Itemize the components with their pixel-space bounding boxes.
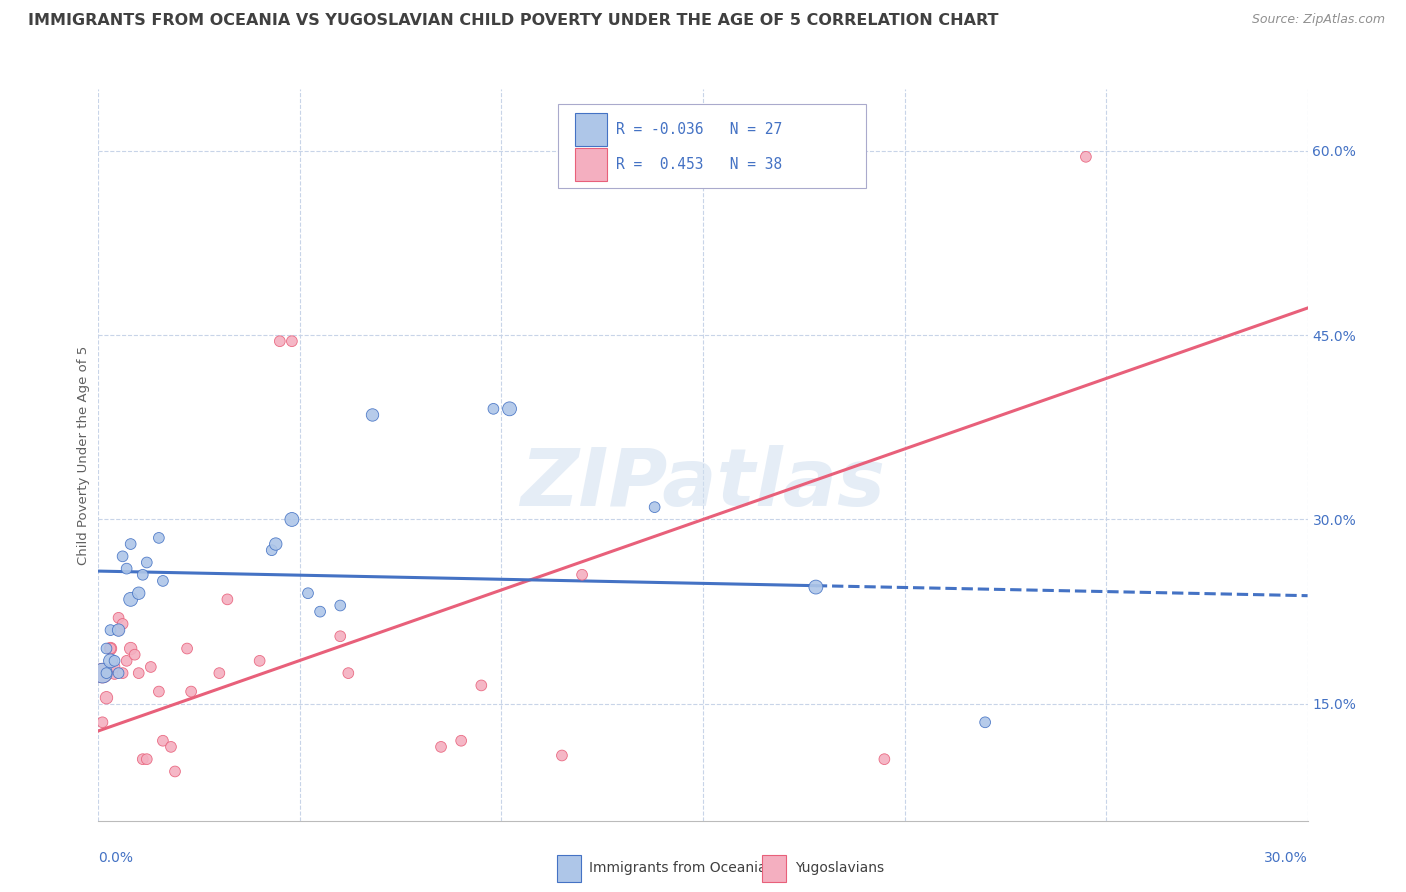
Text: ZIPatlas: ZIPatlas bbox=[520, 445, 886, 524]
FancyBboxPatch shape bbox=[575, 113, 607, 145]
Point bbox=[135, 752, 157, 766]
Point bbox=[482, 401, 505, 416]
Point bbox=[873, 752, 896, 766]
Text: 30.0%: 30.0% bbox=[1264, 851, 1308, 865]
Point bbox=[160, 739, 183, 754]
Point bbox=[91, 715, 114, 730]
Text: Yugoslavians: Yugoslavians bbox=[794, 861, 884, 875]
Point bbox=[103, 660, 125, 674]
Text: Source: ZipAtlas.com: Source: ZipAtlas.com bbox=[1251, 13, 1385, 27]
Point bbox=[91, 666, 114, 681]
Point bbox=[96, 641, 118, 656]
Point bbox=[120, 592, 142, 607]
Point bbox=[152, 733, 174, 747]
Point bbox=[430, 739, 453, 754]
Point bbox=[107, 666, 129, 681]
Text: 0.0%: 0.0% bbox=[98, 851, 134, 865]
Point bbox=[804, 580, 827, 594]
Point bbox=[470, 678, 492, 692]
Point bbox=[128, 586, 150, 600]
Point bbox=[96, 666, 118, 681]
Point bbox=[297, 586, 319, 600]
Point bbox=[107, 611, 129, 625]
Point bbox=[132, 752, 155, 766]
Point bbox=[176, 641, 198, 656]
Point bbox=[100, 641, 122, 656]
Point bbox=[100, 641, 122, 656]
FancyBboxPatch shape bbox=[575, 148, 607, 180]
Point bbox=[180, 684, 202, 698]
Point bbox=[498, 401, 520, 416]
Point bbox=[309, 605, 332, 619]
Point bbox=[115, 654, 138, 668]
Point bbox=[260, 543, 283, 558]
Point bbox=[115, 561, 138, 575]
Point bbox=[450, 733, 472, 747]
Point bbox=[249, 654, 271, 668]
Point bbox=[269, 334, 291, 349]
Point bbox=[337, 666, 360, 681]
Point bbox=[120, 641, 142, 656]
Point bbox=[91, 666, 114, 681]
Point bbox=[120, 537, 142, 551]
Point bbox=[128, 666, 150, 681]
Point bbox=[135, 556, 157, 570]
Point bbox=[111, 666, 134, 681]
Point bbox=[208, 666, 231, 681]
Point bbox=[132, 567, 155, 582]
Point bbox=[361, 408, 384, 422]
Point bbox=[217, 592, 239, 607]
Text: R =  0.453   N = 38: R = 0.453 N = 38 bbox=[616, 157, 782, 172]
Point bbox=[264, 537, 287, 551]
Text: Immigrants from Oceania: Immigrants from Oceania bbox=[589, 861, 766, 875]
Point bbox=[148, 684, 170, 698]
Point bbox=[571, 567, 593, 582]
Point bbox=[100, 654, 122, 668]
FancyBboxPatch shape bbox=[557, 855, 581, 881]
Y-axis label: Child Poverty Under the Age of 5: Child Poverty Under the Age of 5 bbox=[77, 345, 90, 565]
Point bbox=[974, 715, 997, 730]
FancyBboxPatch shape bbox=[762, 855, 786, 881]
Point bbox=[124, 648, 146, 662]
Point bbox=[107, 623, 129, 637]
Point bbox=[644, 500, 666, 515]
Point bbox=[107, 623, 129, 637]
Point bbox=[281, 334, 304, 349]
Text: R = -0.036   N = 27: R = -0.036 N = 27 bbox=[616, 122, 782, 137]
Point bbox=[100, 623, 122, 637]
Point bbox=[329, 629, 352, 643]
Point bbox=[111, 549, 134, 564]
Point bbox=[152, 574, 174, 588]
Point bbox=[163, 764, 186, 779]
Point bbox=[103, 654, 125, 668]
Point bbox=[1074, 150, 1097, 164]
Point bbox=[551, 748, 574, 763]
Text: IMMIGRANTS FROM OCEANIA VS YUGOSLAVIAN CHILD POVERTY UNDER THE AGE OF 5 CORRELAT: IMMIGRANTS FROM OCEANIA VS YUGOSLAVIAN C… bbox=[28, 13, 998, 29]
Point bbox=[111, 616, 134, 631]
Point bbox=[148, 531, 170, 545]
Point bbox=[329, 599, 352, 613]
Point bbox=[281, 512, 304, 526]
FancyBboxPatch shape bbox=[558, 103, 866, 188]
Point bbox=[96, 690, 118, 705]
Point bbox=[103, 666, 125, 681]
Point bbox=[139, 660, 162, 674]
